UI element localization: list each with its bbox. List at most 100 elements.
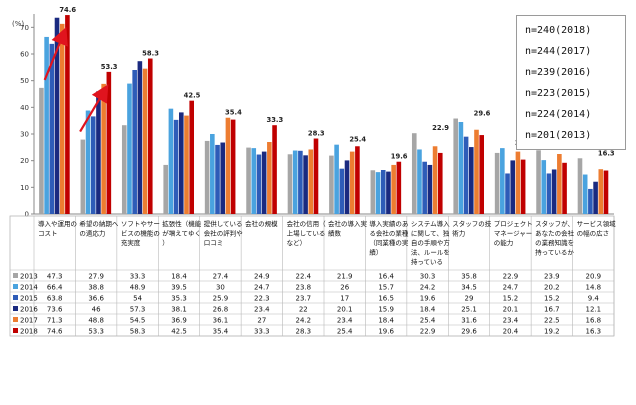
table-cell: 22.9 xyxy=(503,273,519,281)
bar xyxy=(225,117,231,214)
bar xyxy=(261,151,267,214)
bar xyxy=(557,154,562,214)
bar xyxy=(298,150,303,214)
table-cell: 20.2 xyxy=(544,284,560,292)
table-cell: 73.6 xyxy=(47,306,63,314)
table-cell: 15.2 xyxy=(503,295,519,303)
bar xyxy=(163,164,168,214)
bar xyxy=(551,169,557,214)
table-cell: 33.3 xyxy=(254,328,270,336)
bar xyxy=(329,155,334,214)
category-label-line: 導入や運用の xyxy=(38,219,77,228)
legend-entry: n=244(2017) xyxy=(525,46,592,57)
table-cell: 15.9 xyxy=(378,306,394,314)
category-label: プロジェクトマネージャーの能力 xyxy=(494,220,533,247)
category-label: 会社の規模 xyxy=(245,219,278,228)
category-label-line: あなたの会社 xyxy=(535,229,575,238)
table-cell: 26 xyxy=(340,284,349,292)
trend-arrow xyxy=(43,27,68,81)
y-tick-label: 30 xyxy=(20,131,29,139)
category-label-line: 績数 xyxy=(328,229,342,238)
bar xyxy=(80,139,86,214)
bar xyxy=(541,160,547,214)
bar xyxy=(411,133,417,214)
category-label: 提供している会社の評判や口コミ xyxy=(204,219,243,247)
table-cell: 35.3 xyxy=(171,295,187,303)
row-year-label: 2016 xyxy=(20,306,38,314)
table-cell: 28.3 xyxy=(295,328,311,336)
data-label: 42.5 xyxy=(184,92,201,100)
bar xyxy=(505,173,510,214)
bar xyxy=(417,149,422,214)
category-label-line: 持っているか xyxy=(535,248,574,257)
category-label-line: 会社の評判や xyxy=(204,229,243,238)
category-label: サービス領域の幅の広さ xyxy=(577,219,617,238)
bar xyxy=(101,83,106,215)
category-label: 拡張性（機能が増えてゆく） xyxy=(162,219,202,247)
bar xyxy=(215,144,220,214)
table-cell: 25.4 xyxy=(420,317,436,325)
bar xyxy=(463,136,469,214)
table-cell: 18.4 xyxy=(171,273,187,281)
bar xyxy=(49,43,55,215)
bar xyxy=(251,148,257,214)
category-label-line: 提供している xyxy=(204,219,243,228)
table-cell: 54.5 xyxy=(130,317,146,325)
bar xyxy=(469,147,474,214)
bar xyxy=(432,146,438,214)
category-label-line: サービス領域 xyxy=(577,219,617,228)
table-cell: 20.1 xyxy=(503,306,519,314)
bar xyxy=(370,170,376,214)
bar xyxy=(515,151,521,214)
y-axis-label: (%) xyxy=(12,20,24,28)
chart-bars xyxy=(39,15,609,215)
category-label-line: ） xyxy=(162,239,169,247)
category-label-line: 法、ルールを xyxy=(411,248,450,257)
table-cell: 20.4 xyxy=(503,328,519,336)
table-cell: 25.1 xyxy=(461,306,477,314)
table-cell: 18.4 xyxy=(420,306,436,314)
table-cell: 14.8 xyxy=(585,284,601,292)
table-cell: 22.4 xyxy=(295,273,311,281)
table-cell: 16.3 xyxy=(585,328,601,336)
bar xyxy=(256,154,262,214)
table-cell: 24.7 xyxy=(503,284,519,292)
trend-arrow xyxy=(79,84,109,133)
data-label: 53.3 xyxy=(101,63,118,71)
data-label: 19.6 xyxy=(391,153,408,161)
bar xyxy=(588,188,593,214)
bar xyxy=(313,138,319,214)
category-label-line: 希望の納期へ xyxy=(79,219,119,228)
category-label-line: プロジェクト xyxy=(494,220,533,228)
table-cell: 58.3 xyxy=(130,328,146,336)
table-cell: 29 xyxy=(465,295,474,303)
bar xyxy=(603,170,609,214)
bar xyxy=(334,144,339,214)
row-year-label: 2017 xyxy=(20,317,38,325)
category-label-line: など） xyxy=(287,239,307,247)
table-cell: 23.4 xyxy=(254,306,270,314)
data-label: 29.6 xyxy=(474,110,491,118)
bar xyxy=(391,164,396,214)
table-cell: 23.7 xyxy=(295,295,311,303)
category-label: 希望の納期への適応力 xyxy=(79,219,119,238)
y-tick-label: 70 xyxy=(20,24,29,32)
table-cell: 25.9 xyxy=(213,295,229,303)
table-cell: 23.4 xyxy=(503,317,519,325)
table-cell: 27 xyxy=(257,317,266,325)
bar xyxy=(292,150,298,214)
bar xyxy=(536,150,541,214)
bar xyxy=(308,149,314,214)
table-cell: 53.3 xyxy=(88,328,104,336)
category-label-line: 拡張性（機能 xyxy=(162,219,202,228)
table-cell: 23.9 xyxy=(544,273,560,281)
legend-entry: n=201(2013) xyxy=(525,130,592,141)
bar xyxy=(479,135,484,214)
bar xyxy=(355,146,360,214)
bar xyxy=(147,58,153,214)
bar xyxy=(349,151,355,214)
bar xyxy=(562,162,567,214)
bar xyxy=(582,174,588,214)
table-cell: 29.6 xyxy=(461,328,477,336)
bar xyxy=(500,148,505,214)
